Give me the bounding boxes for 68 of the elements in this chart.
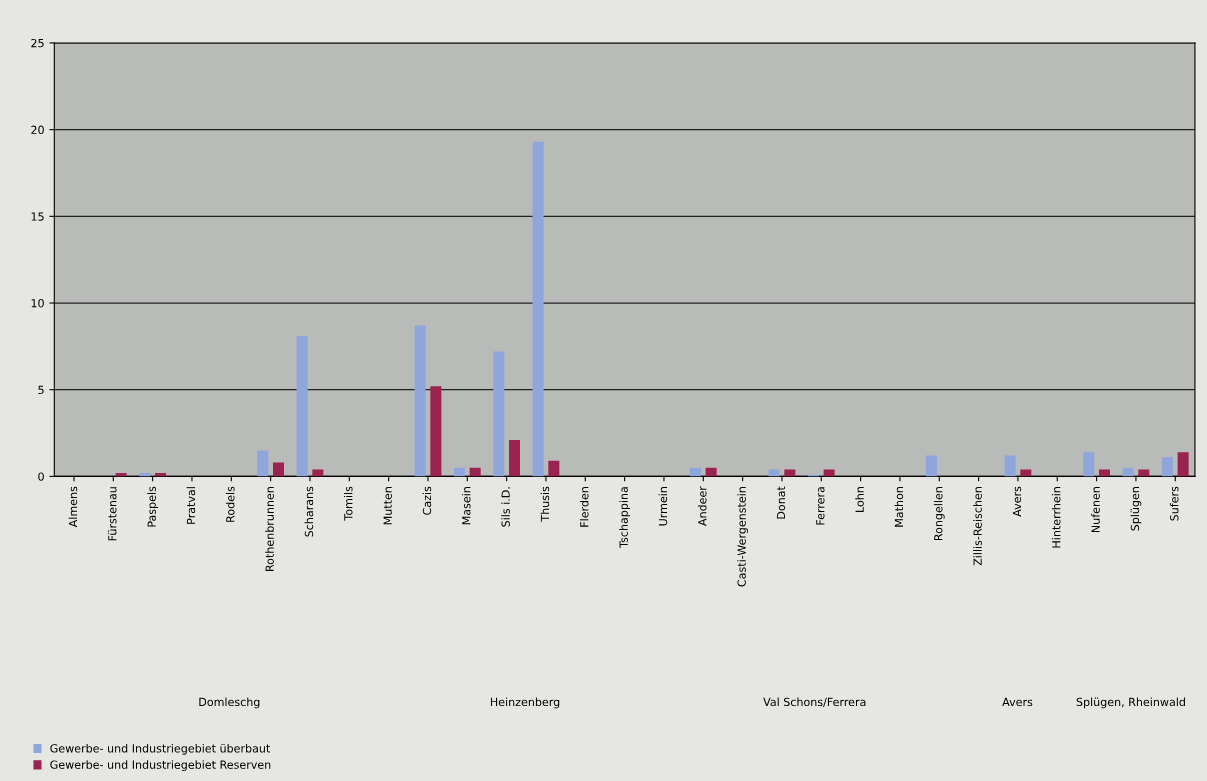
x-tick-label: Fürstenau [107, 487, 117, 541]
y-tick-label: 20 [31, 125, 44, 135]
x-tick-label: Urmein [658, 487, 668, 526]
bar [1083, 452, 1095, 477]
bar [1161, 457, 1173, 477]
x-tick-label: Splügen [1130, 487, 1142, 531]
bar [493, 351, 505, 477]
bar [257, 450, 269, 477]
bar [414, 325, 426, 477]
x-tick-label: Pratval [186, 487, 196, 524]
x-tick-label: Mathon [894, 487, 904, 527]
x-tick-label: Scharans [304, 486, 314, 537]
x-tick-label: Rothenbrunnen [265, 487, 274, 571]
text: Avers [1002, 697, 1033, 707]
x-tick-label: Mutten [383, 487, 392, 525]
y-tick-label: 5 [38, 385, 44, 395]
x-tick-label: Thusis [540, 486, 550, 522]
bar [548, 460, 560, 477]
bar [768, 469, 780, 477]
bar [1004, 455, 1016, 477]
x-tick-label: Cazis [422, 486, 432, 515]
x-tick-label: Flerden [579, 487, 589, 527]
x-tick-label: Rongellen [933, 487, 945, 541]
bar [925, 455, 937, 477]
bar [1122, 467, 1134, 477]
x-tick-label: Tomils [343, 486, 353, 521]
x-tick-label: Casti-Wergenstein [737, 487, 748, 587]
bar [296, 335, 308, 477]
x-tick-label: Rodels [225, 486, 235, 522]
x-tick-label: Avers [1012, 486, 1022, 517]
text: Splügen, Rheinwald [1076, 697, 1185, 709]
bar [312, 469, 324, 477]
bar [469, 467, 481, 477]
x-tick-label: Paspels [147, 486, 159, 527]
bar [453, 467, 465, 477]
y-tick-label: 10 [31, 299, 44, 308]
bar [1138, 469, 1150, 477]
text: Val Schons/Ferrera [763, 697, 866, 707]
x-tick-label: Almens [68, 486, 78, 528]
x-tick-label: Hinterrhein [1051, 487, 1061, 548]
y-tick-label: 25 [31, 38, 44, 48]
legend-label: Gewerbe- und Industriegebiet Reserven [50, 760, 271, 771]
bar [430, 386, 442, 477]
bar [689, 467, 701, 477]
bar [1177, 452, 1189, 477]
x-tick-label: Donat [776, 486, 786, 519]
text: Heinzenberg [490, 697, 560, 709]
y-tick-label: 0 [38, 472, 44, 481]
bar [823, 469, 835, 477]
bar [1098, 469, 1110, 477]
bar [273, 462, 285, 477]
x-tick-label: Nufenen [1091, 487, 1100, 533]
text: Domleschg [199, 697, 260, 709]
bar [1020, 469, 1032, 477]
x-tick-label: Andeer [697, 486, 707, 526]
x-tick-label: Sils i.D. [501, 487, 510, 527]
x-tick-label: Tschappina [619, 487, 630, 548]
legend-label: Gewerbe- und Industriegebiet überbaut [50, 743, 271, 755]
bar [705, 467, 717, 477]
x-tick-label: Masein [461, 487, 471, 525]
bar [532, 141, 544, 477]
x-tick-label: Lohn [855, 487, 864, 512]
bar [784, 469, 796, 477]
y-tick-label: 15 [31, 212, 44, 221]
x-tick-label: Sufers [1169, 486, 1179, 521]
x-tick-label: Zillis-Reischen [973, 487, 982, 566]
bar [508, 440, 520, 477]
x-tick-label: Ferrera [816, 487, 825, 525]
